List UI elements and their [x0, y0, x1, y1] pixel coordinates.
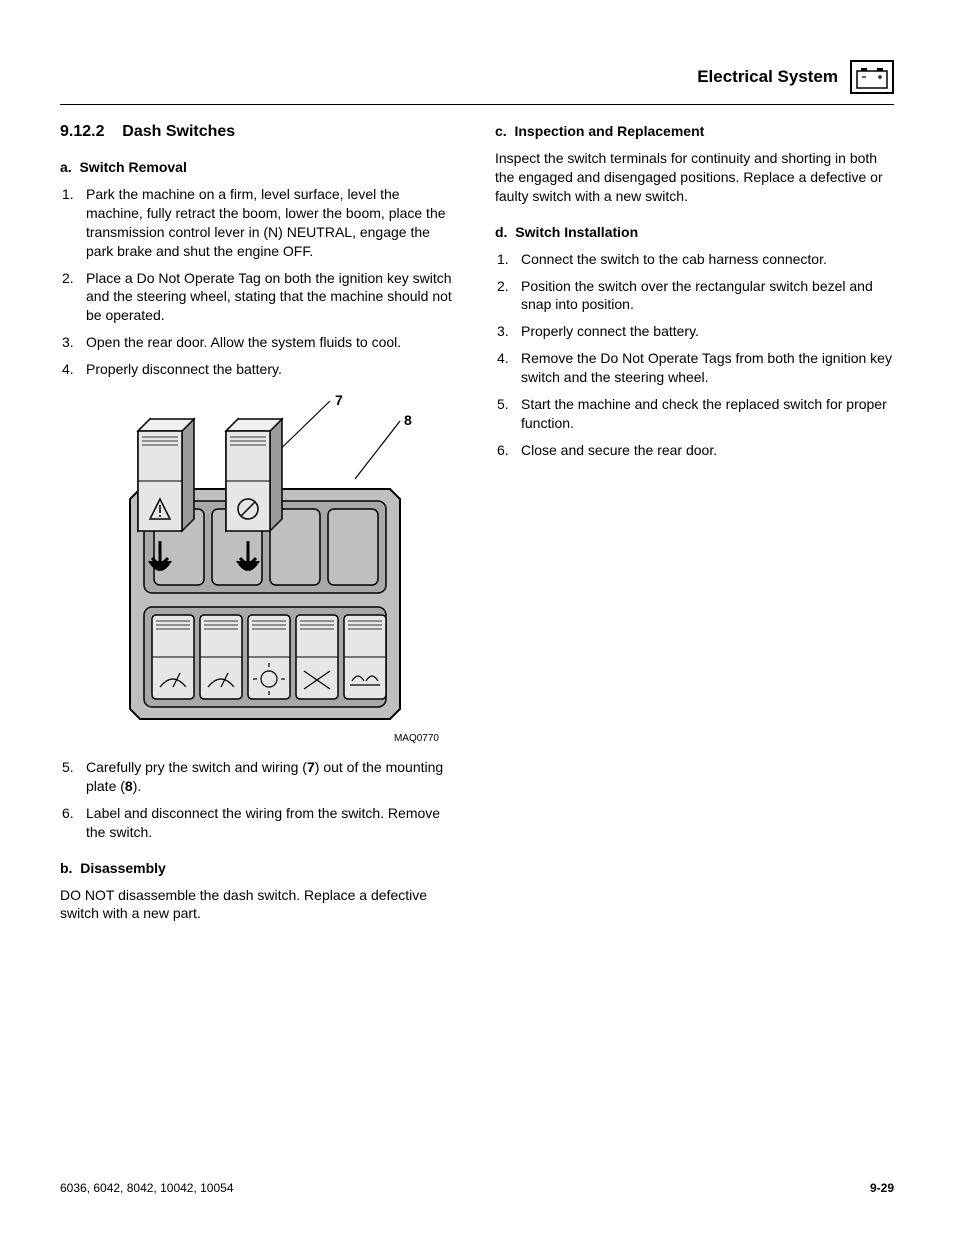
battery-icon-box — [850, 60, 894, 94]
list-item: Start the machine and check the replaced… — [495, 395, 894, 433]
section-title: Dash Switches — [122, 123, 235, 140]
header-rule — [60, 104, 894, 105]
footer-models: 6036, 6042, 8042, 10042, 10054 — [60, 1181, 234, 1195]
header-title: Electrical System — [697, 67, 838, 87]
dash-switch-diagram: 7 8 — [60, 389, 420, 729]
sub-d-title: Switch Installation — [515, 224, 638, 240]
list-item: Place a Do Not Operate Tag on both the i… — [60, 269, 459, 326]
sub-a-title: Switch Removal — [79, 159, 186, 175]
sub-b-label: b. — [60, 860, 72, 876]
sub-b-body: DO NOT disassemble the dash switch. Repl… — [60, 886, 459, 924]
figure-dash-switches: 7 8 — [60, 389, 459, 744]
sub-c-title: Inspection and Replacement — [514, 123, 704, 139]
sub-b-heading: b. Disassembly — [60, 860, 459, 876]
page-footer: 6036, 6042, 8042, 10042, 10054 9-29 — [60, 1181, 894, 1195]
list-item: Label and disconnect the wiring from the… — [60, 804, 459, 842]
sub-a-list-1: Park the machine on a firm, level surfac… — [60, 185, 459, 379]
callout-7: 7 — [335, 392, 343, 408]
sub-c-heading: c. Inspection and Replacement — [495, 123, 894, 139]
list-item: Properly connect the battery. — [495, 322, 894, 341]
callout-8: 8 — [404, 412, 412, 428]
sub-a-list-2: Carefully pry the switch and wiring (7) … — [60, 758, 459, 842]
sub-c-label: c. — [495, 123, 507, 139]
sub-a-label: a. — [60, 159, 72, 175]
sub-b-title: Disassembly — [80, 860, 166, 876]
ref-7: 7 — [307, 759, 315, 775]
sub-d-list: Connect the switch to the cab harness co… — [495, 250, 894, 460]
list-item: Park the machine on a firm, level surfac… — [60, 185, 459, 261]
left-column: 9.12.2 Dash Switches a. Switch Removal P… — [60, 123, 459, 931]
list-item: Open the rear door. Allow the system flu… — [60, 333, 459, 352]
list-item: Close and secure the rear door. — [495, 441, 894, 460]
text: Carefully pry the switch and wiring ( — [86, 759, 307, 775]
list-item: Connect the switch to the cab harness co… — [495, 250, 894, 269]
list-item: Carefully pry the switch and wiring (7) … — [60, 758, 459, 796]
ref-8: 8 — [125, 778, 133, 794]
list-item: Remove the Do Not Operate Tags from both… — [495, 349, 894, 387]
list-item: Properly disconnect the battery. — [60, 360, 459, 379]
sub-a-heading: a. Switch Removal — [60, 159, 459, 175]
section-number: 9.12.2 — [60, 123, 104, 140]
figure-code: MAQ0770 — [60, 733, 459, 744]
sub-d-heading: d. Switch Installation — [495, 224, 894, 240]
right-column: c. Inspection and Replacement Inspect th… — [495, 123, 894, 931]
list-item: Position the switch over the rectangular… — [495, 277, 894, 315]
battery-icon — [856, 65, 888, 89]
sub-d-label: d. — [495, 224, 507, 240]
sub-c-body: Inspect the switch terminals for continu… — [495, 149, 894, 206]
footer-page-number: 9-29 — [870, 1181, 894, 1195]
text: ). — [133, 778, 142, 794]
section-heading: 9.12.2 Dash Switches — [60, 123, 459, 141]
